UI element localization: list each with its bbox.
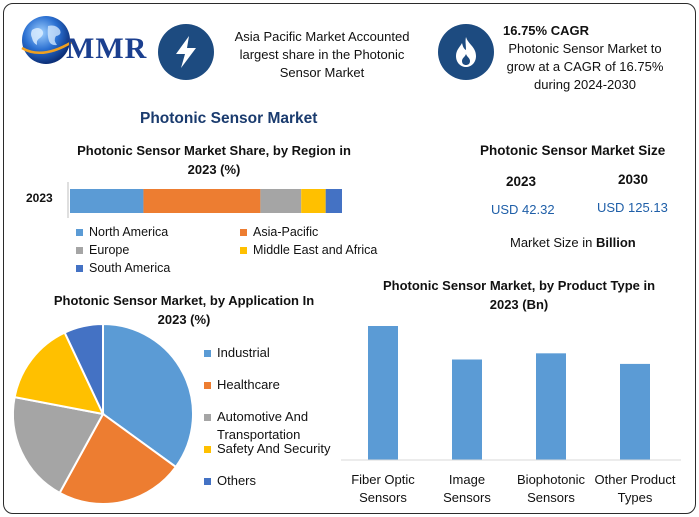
legend-label-line: Others bbox=[217, 473, 257, 488]
region-legend-item: Middle East and Africa bbox=[240, 243, 377, 257]
legend-swatch bbox=[204, 414, 211, 421]
region-legend-item: Europe bbox=[76, 243, 129, 257]
cagr-title: 16.75% CAGR bbox=[503, 23, 589, 38]
region-legend-item: North America bbox=[76, 225, 168, 239]
region-legend-item: South America bbox=[76, 261, 170, 275]
product-category-label: Image bbox=[449, 472, 485, 487]
product-bar bbox=[536, 353, 566, 460]
region-bar-europe bbox=[260, 189, 302, 213]
product-category-label: Sensors bbox=[527, 490, 575, 505]
legend-swatch bbox=[204, 478, 211, 485]
infographic-frame: MMR Asia Pacific Market Accounted larges… bbox=[3, 3, 696, 514]
application-pie-chart bbox=[12, 322, 194, 505]
callout2-line3: during 2024-2030 bbox=[534, 77, 636, 92]
product-category-label: Other Product bbox=[595, 472, 676, 487]
legend-swatch bbox=[76, 264, 83, 272]
callout1-line1: Asia Pacific Market Accounted bbox=[234, 29, 410, 44]
legend-swatch bbox=[204, 350, 211, 357]
product-bar bbox=[452, 359, 482, 460]
market-size-year-2030: 2030 bbox=[618, 172, 649, 187]
legend-label: Asia-Pacific bbox=[253, 225, 319, 239]
legend-swatch bbox=[204, 382, 211, 389]
callout1-line3: Sensor Market bbox=[279, 65, 365, 80]
market-size-note-prefix: Market Size in bbox=[510, 235, 596, 250]
application-legend-item: Healthcare bbox=[204, 376, 280, 394]
pie-slice-healthcare bbox=[58, 412, 178, 505]
region-bar-year-label: 2023 bbox=[26, 191, 53, 205]
region-chart-title: Photonic Sensor Market Share, by Region … bbox=[77, 143, 351, 177]
callout2-line2: grow at a CAGR of 16.75% bbox=[506, 59, 664, 74]
market-size-note-unit: Billion bbox=[595, 235, 636, 250]
market-size-year-2023: 2023 bbox=[506, 174, 537, 189]
logo-text: MMR bbox=[66, 32, 148, 65]
legend-label: Safety And Security bbox=[217, 440, 330, 458]
legend-swatch bbox=[76, 246, 83, 254]
product-bar bbox=[620, 363, 650, 460]
legend-label-line: Automotive And bbox=[217, 409, 309, 424]
application-legend-item: Others bbox=[204, 472, 256, 490]
product-bar-chart: Fiber Optic Sensors Image Sensors Biophotoni… bbox=[341, 326, 681, 505]
legend-label: Automotive And Transportation bbox=[217, 408, 308, 444]
page-title: Photonic Sensor Market bbox=[140, 110, 318, 127]
legend-swatch bbox=[240, 228, 247, 236]
pie-slice-automotive-and-transportation bbox=[12, 395, 105, 495]
lightning-icon bbox=[158, 24, 214, 80]
region-bar-north-america bbox=[70, 189, 144, 213]
product-category-label: Sensors bbox=[359, 490, 407, 505]
product-category-label: Types bbox=[618, 490, 653, 505]
legend-label: Industrial bbox=[217, 344, 270, 362]
application-legend-item: Safety And Security bbox=[204, 440, 330, 458]
legend-label: Healthcare bbox=[217, 376, 280, 394]
region-legend-item: Asia-Pacific bbox=[240, 225, 318, 239]
application-legend-item: Automotive And Transportation bbox=[204, 408, 308, 444]
legend-label: Others bbox=[217, 472, 256, 490]
legend-label: South America bbox=[89, 261, 171, 275]
product-category-label: Sensors bbox=[443, 490, 491, 505]
legend-label-line: Safety And Security bbox=[217, 441, 331, 456]
legend-label: Middle East and Africa bbox=[253, 243, 378, 257]
legend-label-line: Transportation bbox=[217, 427, 301, 442]
market-size-value-2030: USD 125.13 bbox=[597, 200, 668, 215]
legend-swatch bbox=[240, 246, 247, 254]
product-category-label: Biophotonic bbox=[517, 472, 585, 487]
callout-cagr: 16.75% CAGR Photonic Sensor Market to gr… bbox=[482, 22, 688, 94]
region-stacked-bar-chart bbox=[67, 182, 342, 218]
legend-label-line: Industrial bbox=[217, 345, 270, 360]
legend-swatch bbox=[76, 228, 83, 236]
globe-logo-icon bbox=[21, 16, 73, 64]
application-legend-item: Industrial bbox=[204, 344, 270, 362]
pie-slice-safety-and-security bbox=[13, 331, 105, 416]
market-size-value-2023: USD 42.32 bbox=[491, 202, 555, 217]
market-size-title: Photonic Sensor Market Size bbox=[480, 143, 666, 158]
callout1-line2: largest share in the Photonic bbox=[239, 47, 405, 62]
market-size-note: Market Size in Billion bbox=[510, 235, 636, 250]
legend-swatch bbox=[204, 446, 211, 453]
product-category-label: Fiber Optic bbox=[351, 472, 415, 487]
product-bar bbox=[368, 326, 398, 460]
pie-slice-others bbox=[63, 322, 104, 415]
legend-label: Europe bbox=[89, 243, 130, 257]
region-bar-south-america bbox=[325, 189, 342, 213]
product-chart-title: Photonic Sensor Market, by Product Type … bbox=[382, 278, 656, 312]
pie-slice-industrial bbox=[102, 322, 194, 469]
application-chart-title: Photonic Sensor Market, by Application I… bbox=[53, 293, 315, 327]
legend-label-line: Healthcare bbox=[217, 377, 280, 392]
flame-icon bbox=[438, 24, 494, 80]
callout2-line1: Photonic Sensor Market to bbox=[508, 41, 662, 56]
legend-label: North America bbox=[89, 225, 169, 239]
region-bar-asia-pacific bbox=[143, 189, 261, 213]
region-bar-middle-east-and-africa bbox=[301, 189, 326, 213]
callout-asia-pacific: Asia Pacific Market Accounted largest sh… bbox=[219, 28, 425, 82]
